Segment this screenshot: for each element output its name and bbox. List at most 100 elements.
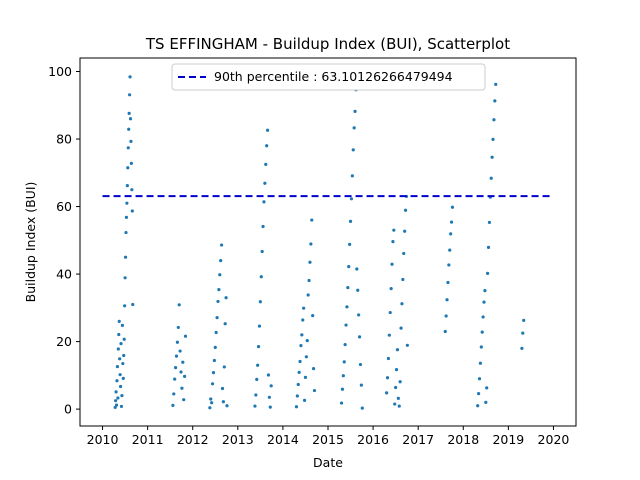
data-point: [305, 338, 309, 343]
data-point: [119, 342, 123, 346]
data-point: [114, 403, 119, 407]
data-point: [385, 376, 390, 380]
data-point: [357, 335, 362, 339]
points-layer: [113, 75, 526, 410]
data-point: [310, 218, 314, 222]
data-point: [117, 332, 121, 337]
data-point: [343, 343, 347, 347]
y-tick-label: 80: [56, 132, 72, 147]
data-point: [269, 384, 273, 388]
data-point: [126, 166, 130, 170]
data-point: [121, 376, 125, 380]
data-point: [490, 155, 494, 159]
data-point: [480, 330, 484, 334]
data-point: [348, 242, 352, 246]
data-point: [259, 275, 263, 279]
data-point: [393, 402, 397, 406]
data-point: [297, 370, 301, 374]
data-point: [216, 299, 220, 304]
data-point: [257, 324, 262, 328]
data-point: [183, 374, 187, 378]
data-point: [178, 349, 182, 353]
data-point: [339, 401, 344, 405]
y-axis-ticks: 0 20 40 60 80 100: [48, 64, 80, 417]
data-point: [447, 263, 451, 267]
data-point: [403, 229, 407, 233]
y-tick-label: 0: [64, 402, 72, 417]
data-point: [311, 367, 316, 371]
data-point: [302, 398, 307, 402]
data-point: [348, 219, 353, 224]
data-point: [183, 334, 188, 338]
data-point: [304, 355, 308, 359]
data-point: [301, 318, 305, 322]
data-point: [300, 333, 304, 337]
data-point: [131, 302, 135, 307]
data-point: [174, 354, 179, 358]
data-point: [180, 386, 184, 390]
data-point: [114, 390, 118, 394]
data-point: [308, 260, 312, 264]
data-point: [356, 288, 360, 292]
data-point: [224, 296, 228, 300]
data-point: [350, 174, 354, 178]
data-point: [347, 265, 351, 269]
data-point: [298, 359, 302, 364]
data-point: [344, 323, 348, 327]
data-point: [261, 224, 265, 229]
data-point: [121, 361, 125, 366]
data-point: [181, 360, 185, 364]
data-point: [210, 382, 215, 386]
data-point: [522, 318, 526, 322]
data-point: [210, 401, 214, 405]
data-point: [341, 374, 345, 378]
data-point: [218, 273, 222, 277]
x-tick-label: 2011: [132, 432, 164, 447]
data-point: [402, 251, 406, 256]
data-point: [265, 128, 270, 132]
data-point: [389, 286, 393, 291]
data-point: [115, 364, 120, 369]
x-tick-label: 2019: [492, 432, 524, 447]
data-point: [255, 377, 259, 382]
data-point: [116, 347, 120, 351]
data-point: [352, 126, 356, 130]
data-point: [479, 345, 483, 349]
y-tick-label: 20: [56, 334, 72, 349]
data-point: [220, 386, 225, 391]
data-point: [486, 271, 490, 275]
data-point: [295, 394, 299, 398]
data-point: [385, 391, 389, 395]
data-point: [483, 289, 487, 293]
x-tick-label: 2016: [357, 432, 389, 447]
data-point: [401, 277, 405, 282]
data-point: [449, 232, 453, 236]
data-point: [477, 377, 482, 381]
data-point: [172, 392, 176, 396]
legend: 90th percentile : 63.10126266479494: [171, 63, 486, 91]
data-point: [128, 75, 132, 79]
data-point: [175, 340, 179, 344]
data-point: [130, 188, 134, 192]
data-point: [124, 230, 128, 235]
y-axis-label: Buildup Index (BUI): [23, 182, 38, 303]
data-point: [450, 205, 455, 209]
data-point: [120, 394, 124, 398]
data-point: [114, 399, 118, 403]
data-point: [253, 404, 257, 408]
data-point: [264, 162, 268, 166]
data-point: [125, 201, 129, 205]
data-point: [391, 240, 395, 244]
data-point: [387, 333, 391, 337]
x-axis-ticks: 2010 2011 2012 2013 2014 2015 2016 2017 2018 2019…: [87, 426, 569, 447]
data-point: [493, 99, 497, 103]
data-point: [211, 371, 216, 375]
data-point: [494, 82, 498, 86]
data-point: [394, 368, 399, 372]
data-point: [392, 228, 396, 232]
data-point: [129, 161, 133, 165]
data-point: [217, 288, 221, 292]
legend-entry-label: 90th percentile : 63.10126266479494: [214, 69, 453, 84]
x-tick-label: 2014: [267, 432, 299, 447]
data-point: [386, 356, 391, 361]
